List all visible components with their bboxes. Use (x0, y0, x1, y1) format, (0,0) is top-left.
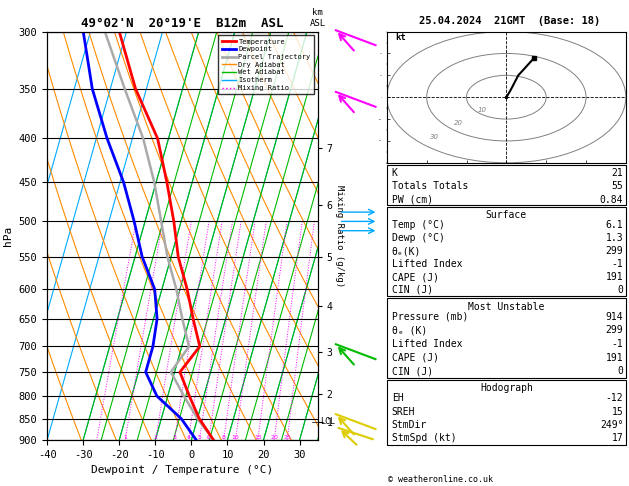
Text: CIN (J): CIN (J) (392, 366, 433, 376)
Text: θₑ (K): θₑ (K) (392, 326, 427, 335)
Text: km
ASL: km ASL (309, 8, 326, 28)
Text: 191: 191 (606, 353, 623, 363)
Text: 20: 20 (270, 435, 278, 440)
Text: StmDir: StmDir (392, 420, 427, 430)
Text: SREH: SREH (392, 407, 415, 417)
Text: 0: 0 (618, 285, 623, 295)
Text: -1: -1 (611, 339, 623, 349)
Text: 30: 30 (430, 134, 439, 139)
Y-axis label: Mixing Ratio (g/kg): Mixing Ratio (g/kg) (335, 185, 343, 287)
Legend: Temperature, Dewpoint, Parcel Trajectory, Dry Adiabat, Wet Adiabat, Isotherm, Mi: Temperature, Dewpoint, Parcel Trajectory… (218, 35, 314, 94)
Text: Dewp (°C): Dewp (°C) (392, 233, 445, 243)
Text: 10: 10 (478, 107, 487, 113)
Text: CIN (J): CIN (J) (392, 285, 433, 295)
Text: Temp (°C): Temp (°C) (392, 220, 445, 230)
Text: Pressure (mb): Pressure (mb) (392, 312, 468, 322)
Text: CAPE (J): CAPE (J) (392, 272, 439, 282)
Text: 0.84: 0.84 (600, 195, 623, 205)
Text: 55: 55 (611, 181, 623, 191)
Text: 1: 1 (123, 435, 127, 440)
Text: LCL: LCL (320, 417, 335, 426)
Text: Surface: Surface (486, 210, 527, 221)
Text: 6: 6 (207, 435, 211, 440)
Text: -1: -1 (611, 259, 623, 269)
Text: PW (cm): PW (cm) (392, 195, 433, 205)
Text: 8: 8 (222, 435, 226, 440)
Text: -12: -12 (606, 393, 623, 403)
Text: CAPE (J): CAPE (J) (392, 353, 439, 363)
Text: 10: 10 (231, 435, 240, 440)
Text: 15: 15 (254, 435, 262, 440)
X-axis label: Dewpoint / Temperature (°C): Dewpoint / Temperature (°C) (91, 465, 274, 475)
Text: kt: kt (395, 34, 406, 42)
Text: 299: 299 (606, 326, 623, 335)
Text: 15: 15 (611, 407, 623, 417)
Text: K: K (392, 168, 398, 178)
Text: 191: 191 (606, 272, 623, 282)
Text: 6.1: 6.1 (606, 220, 623, 230)
Text: 5: 5 (198, 435, 201, 440)
Text: 249°: 249° (600, 420, 623, 430)
Text: 25: 25 (283, 435, 291, 440)
Text: 299: 299 (606, 246, 623, 256)
Title: 49°02'N  20°19'E  B12m  ASL: 49°02'N 20°19'E B12m ASL (81, 17, 284, 31)
Text: 3: 3 (172, 435, 177, 440)
Text: Lifted Index: Lifted Index (392, 259, 462, 269)
Text: 17: 17 (611, 434, 623, 444)
Text: EH: EH (392, 393, 404, 403)
Y-axis label: hPa: hPa (3, 226, 13, 246)
Text: 2: 2 (153, 435, 158, 440)
Text: 0: 0 (618, 366, 623, 376)
Text: 21: 21 (611, 168, 623, 178)
Text: StmSpd (kt): StmSpd (kt) (392, 434, 457, 444)
Text: Totals Totals: Totals Totals (392, 181, 468, 191)
Text: © weatheronline.co.uk: © weatheronline.co.uk (388, 474, 493, 484)
Text: Hodograph: Hodograph (480, 383, 533, 394)
Text: Most Unstable: Most Unstable (468, 302, 545, 312)
Text: 4: 4 (186, 435, 191, 440)
Text: 914: 914 (606, 312, 623, 322)
Text: Lifted Index: Lifted Index (392, 339, 462, 349)
Text: θₑ(K): θₑ(K) (392, 246, 421, 256)
Text: 25.04.2024  21GMT  (Base: 18): 25.04.2024 21GMT (Base: 18) (419, 16, 600, 26)
Text: 1.3: 1.3 (606, 233, 623, 243)
Text: 20: 20 (454, 121, 463, 126)
